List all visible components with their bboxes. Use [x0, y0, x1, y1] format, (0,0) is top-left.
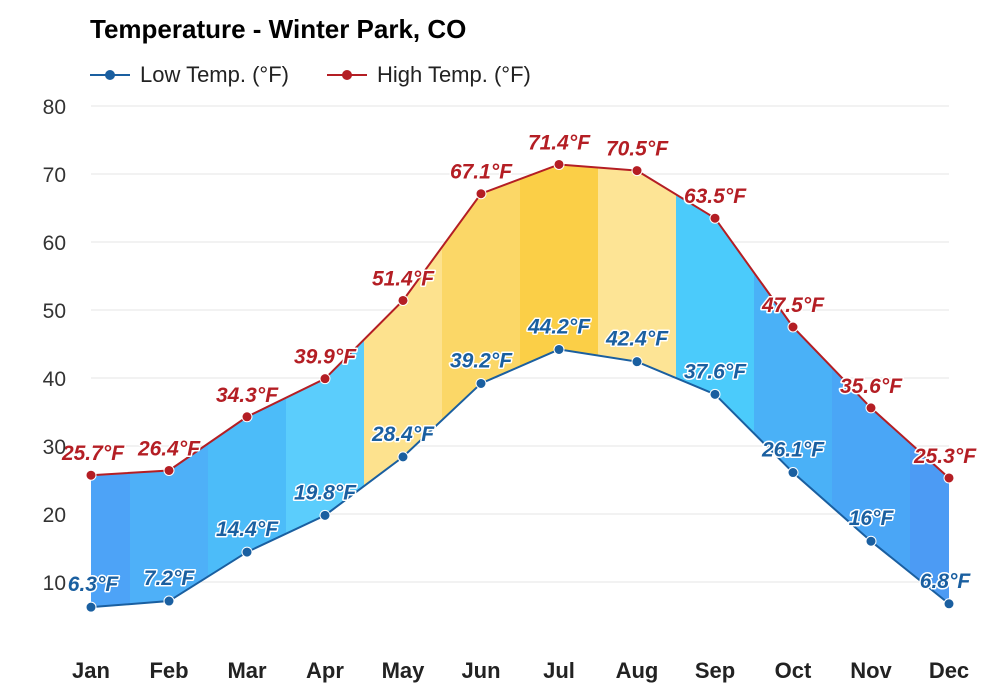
low-label-sep: 37.6°F	[684, 360, 747, 383]
high-point-feb[interactable]	[163, 464, 175, 476]
range-band-jan	[91, 472, 130, 608]
range-band-may	[364, 247, 442, 487]
low-point-aug[interactable]	[631, 356, 643, 368]
high-temp-line	[90, 163, 950, 479]
low-point-dec[interactable]	[943, 598, 955, 610]
legend-high-label: High Temp. (°F)	[376, 62, 531, 87]
low-label-jun: 39.2°F	[450, 349, 513, 372]
legend: Low Temp. (°F) High Temp. (°F)	[90, 62, 569, 88]
range-band-jun	[442, 179, 520, 421]
y-axis-ticks: 10 20 30 40 50 60 70 80	[43, 96, 66, 595]
x-tick-label: Jan	[72, 658, 110, 683]
data-labels: 25.7°F 26.4°F 34.3°F 39.9°F 51.4°F 67.1°F 71.4…	[59, 130, 978, 598]
high-point-oct[interactable]	[787, 321, 799, 333]
x-tick-label: Feb	[149, 658, 188, 683]
x-tick-label: Aug	[616, 658, 659, 683]
low-label-may: 28.4°F	[371, 423, 435, 446]
low-label-oct: 26.1°F	[761, 439, 825, 462]
y-tick-label: 40	[43, 368, 66, 391]
x-tick-label: Dec	[929, 658, 969, 683]
low-label-jul: 44.2°F	[527, 315, 591, 338]
x-tick-label: Jul	[543, 658, 575, 683]
high-label-may: 51.4°F	[372, 267, 435, 290]
high-label-sep: 63.5°F	[684, 185, 747, 208]
high-point-dec[interactable]	[943, 472, 955, 484]
low-point-sep[interactable]	[709, 388, 721, 400]
high-label-aug: 70.5°F	[606, 138, 669, 161]
low-label-jan: 6.3°F	[68, 573, 120, 596]
x-tick-label: Oct	[775, 658, 812, 683]
x-tick-label: Apr	[306, 658, 344, 683]
y-tick-label: 30	[43, 436, 66, 459]
high-point-may[interactable]	[397, 294, 409, 306]
series-lines	[90, 163, 950, 609]
high-label-mar: 34.3°F	[216, 384, 279, 407]
high-label-jun: 67.1°F	[450, 161, 513, 184]
range-band-dec	[910, 442, 949, 604]
range-band-mar	[208, 397, 286, 577]
range-band-sep	[676, 194, 754, 434]
high-point-mar[interactable]	[241, 411, 253, 423]
x-tick-label: Jun	[461, 658, 500, 683]
low-point-jul[interactable]	[553, 343, 565, 355]
low-label-nov: 16°F	[849, 507, 895, 530]
high-label-apr: 39.9°F	[294, 346, 357, 369]
low-label-feb: 7.2°F	[144, 567, 196, 590]
x-tick-label: Sep	[695, 658, 735, 683]
range-band-aug	[598, 167, 676, 378]
low-label-dec: 6.8°F	[920, 570, 972, 593]
y-tick-label: 20	[43, 504, 66, 527]
high-point-jul[interactable]	[553, 158, 565, 170]
low-point-jan[interactable]	[85, 601, 97, 613]
high-label-dec: 25.3°F	[913, 445, 977, 468]
y-tick-label: 80	[43, 96, 66, 119]
high-label-jan: 25.7°F	[61, 442, 125, 465]
x-axis-ticks: Jan Feb Mar Apr May Jun Jul Aug Sep Oct Nov Dec	[72, 658, 969, 683]
range-band-feb	[130, 443, 208, 605]
low-point-oct[interactable]	[787, 467, 799, 479]
high-point-sep[interactable]	[709, 212, 721, 224]
low-point-jun[interactable]	[475, 377, 487, 389]
legend-high-marker	[326, 70, 367, 80]
high-point-aug[interactable]	[631, 165, 643, 177]
low-point-may[interactable]	[397, 451, 409, 463]
x-tick-label: Nov	[850, 658, 892, 683]
low-point-mar[interactable]	[241, 546, 253, 558]
high-point-jan[interactable]	[85, 469, 97, 481]
legend-item-low[interactable]: Low Temp. (°F)	[90, 62, 289, 88]
range-band-apr	[286, 339, 364, 534]
high-point-apr[interactable]	[319, 373, 331, 385]
low-point-feb[interactable]	[163, 595, 175, 607]
low-point-apr[interactable]	[319, 509, 331, 521]
high-label-nov: 35.6°F	[840, 375, 903, 398]
low-label-apr: 19.8°F	[294, 481, 357, 504]
high-label-feb: 26.4°F	[137, 437, 201, 460]
low-temp-line	[90, 348, 950, 609]
high-label-oct: 47.5°F	[761, 294, 825, 317]
range-band-nov	[832, 367, 910, 573]
y-tick-label: 50	[43, 300, 66, 323]
chart-title: Temperature - Winter Park, CO	[90, 14, 467, 44]
range-band-jul	[520, 164, 598, 367]
legend-item-high[interactable]: High Temp. (°F)	[326, 62, 531, 88]
low-label-mar: 14.4°F	[216, 518, 279, 541]
temperature-range-bands	[91, 164, 949, 608]
high-point-jun[interactable]	[475, 188, 487, 200]
low-point-nov[interactable]	[865, 535, 877, 547]
y-tick-label: 60	[43, 232, 66, 255]
high-label-jul: 71.4°F	[528, 131, 591, 154]
x-tick-label: May	[382, 658, 426, 683]
legend-low-marker	[90, 70, 130, 80]
low-label-aug: 42.4°F	[605, 328, 669, 351]
y-tick-label: 10	[43, 572, 66, 595]
y-tick-label: 70	[43, 164, 66, 187]
x-tick-label: Mar	[227, 658, 267, 683]
high-point-nov[interactable]	[865, 402, 877, 414]
range-band-oct	[754, 272, 832, 507]
legend-low-label: Low Temp. (°F)	[140, 62, 289, 87]
data-points	[85, 158, 955, 613]
